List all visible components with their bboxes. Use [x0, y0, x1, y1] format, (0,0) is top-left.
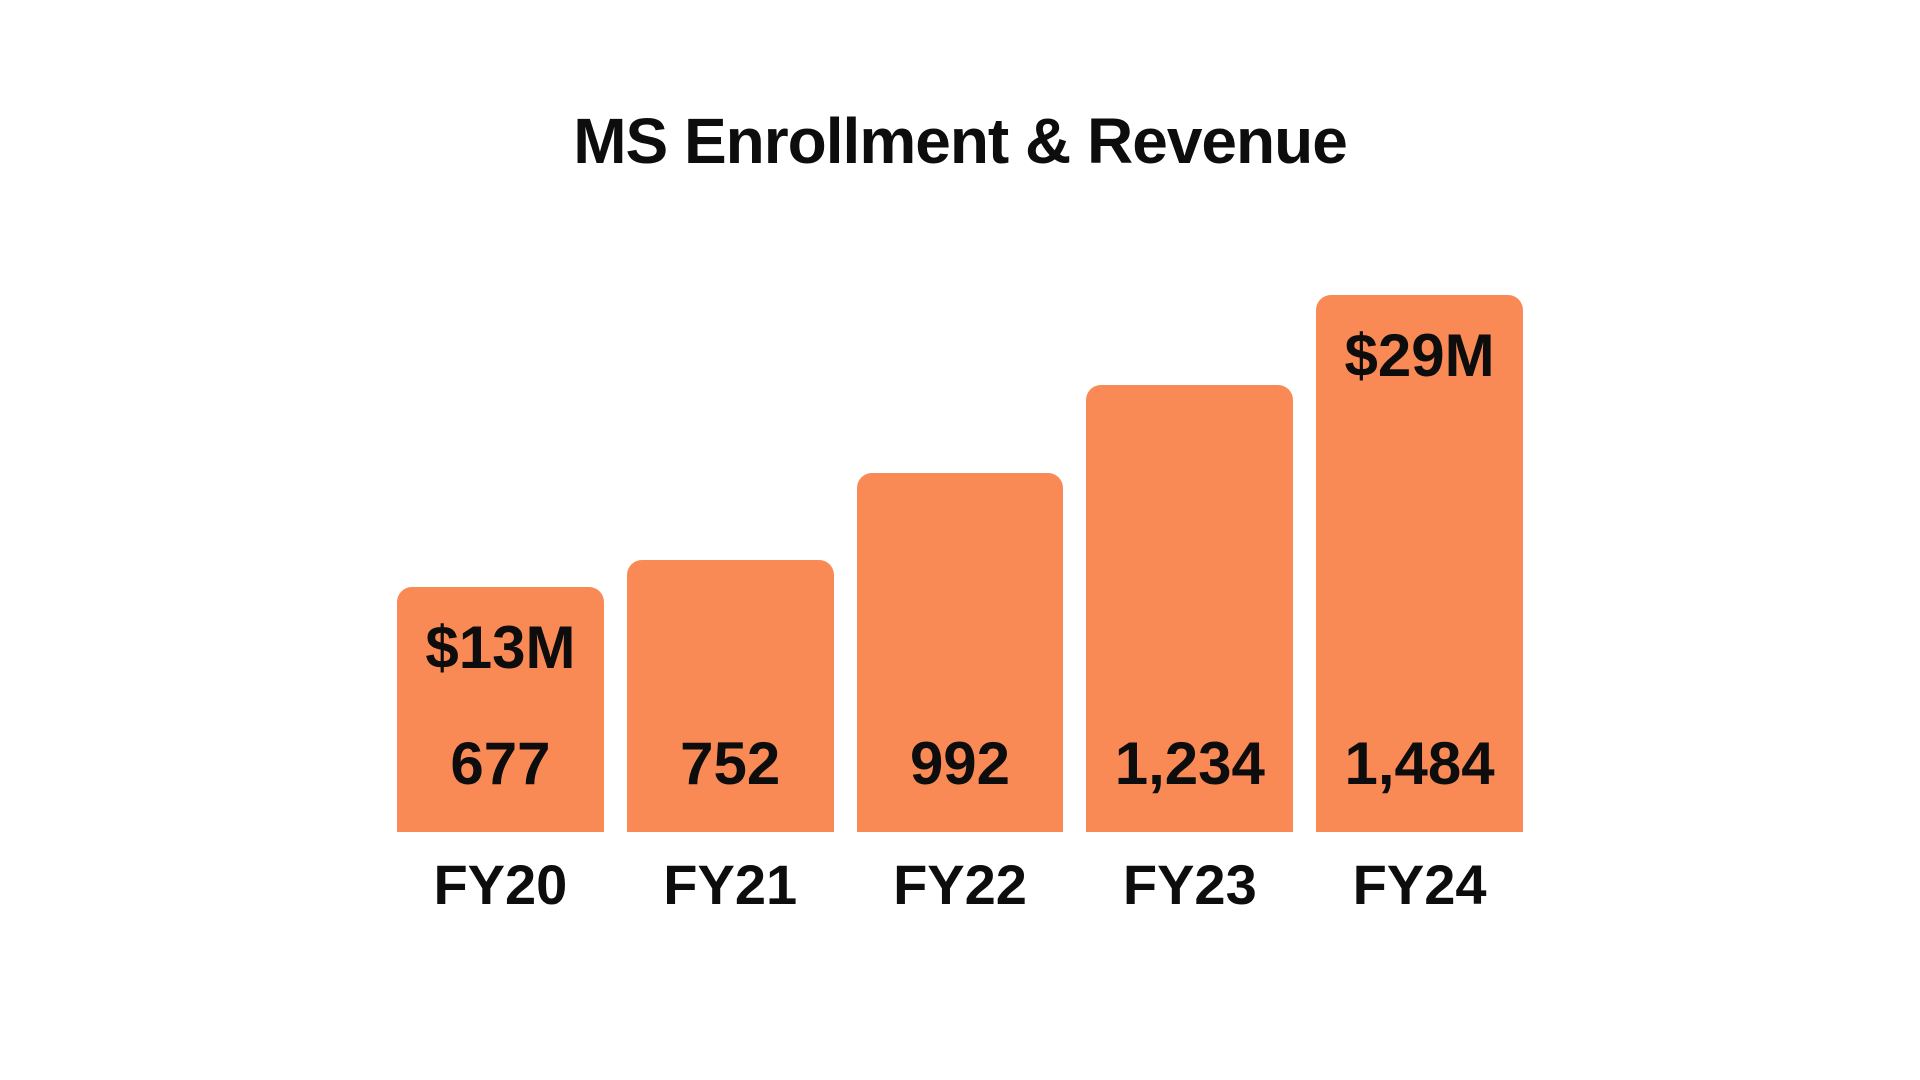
revenue-annotation-fy20: $13M [425, 614, 576, 682]
bar-group-fy21: 752 FY21 [626, 295, 834, 916]
bar-chart: $13M 677 FY20 752 FY21 992 FY22 1,234 FY… [397, 295, 1523, 916]
enrollment-value-fy21: 752 [680, 730, 781, 797]
x-axis-label-fy22: FY22 [893, 853, 1027, 916]
x-axis-label-fy23: FY23 [1122, 853, 1257, 916]
chart-title: MS Enrollment & Revenue [573, 105, 1348, 177]
x-axis-label-fy21: FY21 [663, 853, 798, 916]
x-axis-label-fy20: FY20 [433, 853, 568, 916]
bar-group-fy24: $29M 1,484 FY24 [1316, 295, 1523, 916]
revenue-annotation-fy24: $29M [1344, 322, 1495, 389]
bar-group-fy22: 992 FY22 [856, 295, 1064, 916]
bar-fy20: $13M 677 [397, 587, 604, 832]
bar-group-fy20: $13M 677 FY20 [397, 295, 604, 916]
bar-fy24: $29M 1,484 [1316, 295, 1523, 832]
bar-fy23: 1,234 [1086, 385, 1294, 832]
x-axis-label-fy24: FY24 [1352, 853, 1487, 916]
enrollment-value-fy20: 677 [450, 730, 551, 797]
enrollment-value-fy23: 1,234 [1114, 730, 1265, 797]
bar-fy21: 752 [626, 559, 834, 832]
enrollment-value-fy24: 1,484 [1344, 730, 1495, 797]
bar-group-fy23: 1,234 FY23 [1086, 295, 1294, 916]
enrollment-value-fy22: 992 [909, 730, 1011, 797]
bar-fy22: 992 [856, 473, 1064, 832]
